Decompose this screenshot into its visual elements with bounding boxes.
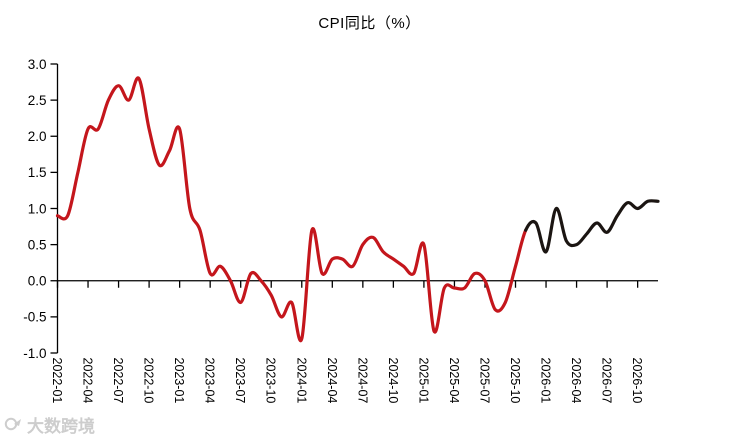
x-axis-tick-label: 2025-04	[447, 358, 461, 404]
y-axis-tick-label: 1.5	[28, 165, 47, 180]
y-axis-tick-label: 2.5	[28, 93, 47, 108]
y-axis-tick-label: -0.5	[23, 310, 46, 325]
x-axis-tick-label: 2023-07	[233, 358, 247, 404]
x-axis-tick-label: 2024-01	[294, 358, 308, 404]
x-axis-tick-label: 2023-01	[172, 358, 186, 404]
x-axis-tick-label: 2026-01	[539, 358, 553, 404]
y-axis-tick-label: 1.0	[28, 201, 47, 216]
y-axis-tick-label: 3.0	[28, 57, 47, 72]
x-axis-tick-label: 2025-07	[477, 358, 491, 404]
x-axis-tick-label: 2024-07	[355, 358, 369, 404]
actual-series-line	[55, 76, 528, 343]
x-axis-tick-label: 2026-04	[569, 358, 583, 404]
watermark-logo-icon	[4, 415, 24, 433]
watermark-text: 大数跨境	[27, 416, 95, 436]
x-axis: 2022-01 2022-04 2022-07 2022-10 2023-01 2023-…	[50, 280, 658, 404]
x-axis-tick-label: 2022-01	[50, 358, 64, 404]
watermark: 大数跨境	[4, 411, 95, 437]
x-axis-tick-label: 2024-04	[325, 358, 339, 404]
y-axis-tick-label: 0.0	[28, 274, 47, 289]
x-axis-tick-label: 2026-07	[600, 358, 614, 404]
y-axis: 3.0 2.5 2.0 1.5 1.0 0.5 0.0 -0.5 -1.0	[23, 57, 59, 361]
x-axis-tick-label: 2022-10	[142, 358, 156, 404]
forecast-series-line	[524, 199, 660, 254]
chart-title: CPI同比（%）	[318, 15, 421, 32]
y-axis-tick-label: 0.5	[28, 237, 47, 252]
y-axis-tick-label: -1.0	[23, 346, 46, 361]
x-axis-tick-label: 2023-10	[264, 358, 278, 404]
y-axis-tick-label: 2.0	[28, 129, 47, 144]
x-axis-tick-label: 2026-10	[630, 358, 644, 404]
x-axis-tick-label: 2022-07	[111, 358, 125, 404]
x-axis-tick-label: 2023-04	[203, 358, 217, 404]
x-axis-tick-label: 2022-04	[81, 358, 95, 404]
x-axis-tick-label: 2024-10	[386, 358, 400, 404]
x-axis-tick-label: 2025-10	[508, 358, 522, 404]
x-axis-tick-label: 2025-01	[416, 358, 430, 404]
